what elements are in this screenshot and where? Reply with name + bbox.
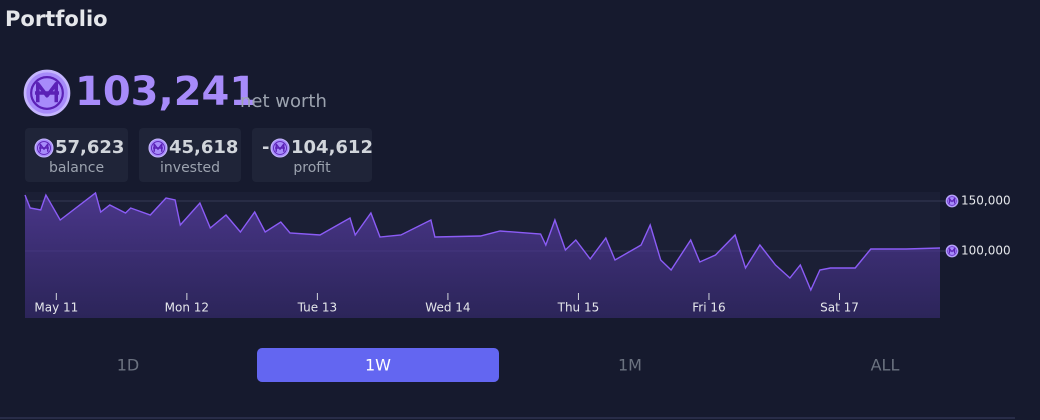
x-tick-label: Mon 12 [165, 301, 209, 315]
coin-glyph [153, 143, 163, 152]
stat-sign: - [262, 137, 269, 158]
coin-inner [151, 141, 165, 155]
stat-label: invested [160, 160, 220, 176]
tab[interactable]: 1D [117, 356, 140, 375]
coin-inner [947, 196, 957, 206]
tab-label[interactable]: 1M [618, 356, 642, 375]
coin-inner [273, 141, 287, 155]
stat-label: balance [49, 160, 104, 176]
area [25, 193, 940, 318]
net-worth-value: 103,241 [75, 69, 257, 115]
coin-glyph [34, 82, 60, 103]
page-title: Portfolio [5, 7, 108, 31]
tab[interactable]: ALL [871, 356, 900, 375]
coin-inner [947, 246, 957, 256]
coin-icon [23, 69, 71, 117]
coin-icon [945, 244, 959, 258]
stat-value: 45,618 [169, 137, 238, 158]
y-tick-label: 150,000 [961, 194, 1011, 208]
x-tick-label: Tue 13 [297, 301, 338, 315]
net-worth-label: net worth [240, 91, 327, 112]
coin-icon [945, 194, 959, 208]
y-tick-label: 100,000 [961, 244, 1011, 258]
line [24, 191, 941, 292]
stat-label: profit [293, 160, 331, 176]
coin-glyph [275, 143, 285, 152]
tab[interactable]: 1W [257, 348, 499, 382]
coin-glyph [39, 143, 49, 152]
x-tick-label: Fri 16 [692, 301, 725, 315]
x-tick-label: Sat 17 [820, 301, 859, 315]
coin-icon [270, 138, 290, 158]
tab[interactable]: 1M [618, 356, 642, 375]
tab-label[interactable]: ALL [871, 356, 900, 375]
x-tick-label: Thu 15 [557, 301, 600, 315]
coin-icon [148, 138, 168, 158]
coin-icon [34, 138, 54, 158]
tab-label[interactable]: 1W [365, 356, 391, 375]
tab-selected-bg [257, 348, 499, 382]
x-tick-label: Wed 14 [425, 301, 470, 315]
coin-glyph [948, 198, 956, 204]
coin-inner [30, 76, 64, 110]
coin-inner [37, 141, 51, 155]
coin-glyph [948, 248, 956, 254]
stat-value: 104,612 [291, 137, 373, 158]
stat-value: 57,623 [55, 137, 124, 158]
tab-label[interactable]: 1D [117, 356, 140, 375]
x-tick-label: May 11 [34, 301, 78, 315]
